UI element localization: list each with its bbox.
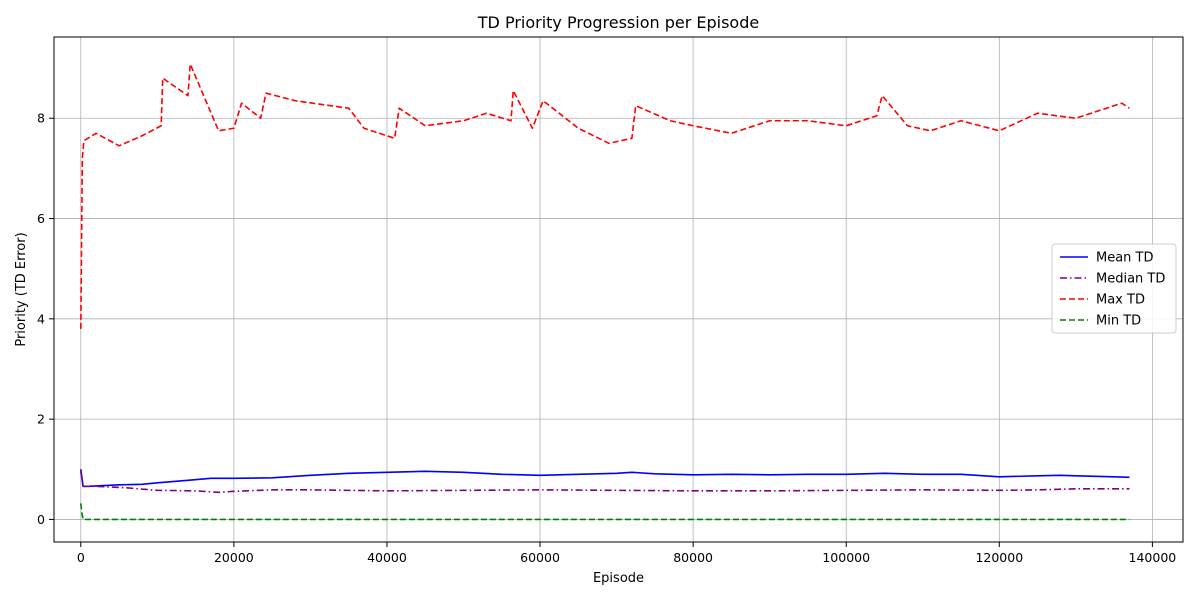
x-tick-label: 120000 xyxy=(975,550,1023,565)
legend: Mean TD Median TD Max TD Min TD xyxy=(1051,243,1177,334)
x-tick-label: 60000 xyxy=(520,550,560,565)
legend-entry-label: Max TD xyxy=(1096,293,1145,308)
y-tick-label: 2 xyxy=(37,412,45,427)
y-axis-label: Priority (TD Error) xyxy=(14,232,29,346)
series-line-mean-td xyxy=(79,469,1130,488)
series-layer xyxy=(79,63,1130,521)
series-line-min-td xyxy=(79,503,1130,521)
x-tick-label: 40000 xyxy=(367,550,407,565)
x-tick-label: 80000 xyxy=(673,550,713,565)
x-axis-label: Episode xyxy=(593,571,644,586)
x-tick-label: 20000 xyxy=(214,550,254,565)
legend-items: Mean TD Median TD Max TD Min TD xyxy=(1060,251,1165,329)
plot-frame xyxy=(53,36,1184,543)
series-line-max-td xyxy=(79,63,1130,329)
x-tick-label: 140000 xyxy=(1129,550,1177,565)
grid-layer xyxy=(54,37,1183,542)
legend-entry-label: Median TD xyxy=(1096,272,1165,287)
tick-layer: 0 20000 40000 60000 80000 100000 120000 140000 0… xyxy=(37,111,1176,565)
y-tick-label: 8 xyxy=(37,111,45,126)
legend-entry-label: Mean TD xyxy=(1096,251,1154,266)
y-tick-label: 0 xyxy=(37,512,45,527)
x-tick-label: 0 xyxy=(77,550,85,565)
y-tick-label: 6 xyxy=(37,211,45,226)
chart-title: TD Priority Progression per Episode xyxy=(477,13,759,32)
legend-box xyxy=(1051,243,1177,334)
legend-entry-label: Min TD xyxy=(1096,314,1141,329)
x-tick-label: 100000 xyxy=(822,550,870,565)
y-tick-label: 4 xyxy=(37,311,45,326)
series-line-median-td xyxy=(79,471,1130,494)
